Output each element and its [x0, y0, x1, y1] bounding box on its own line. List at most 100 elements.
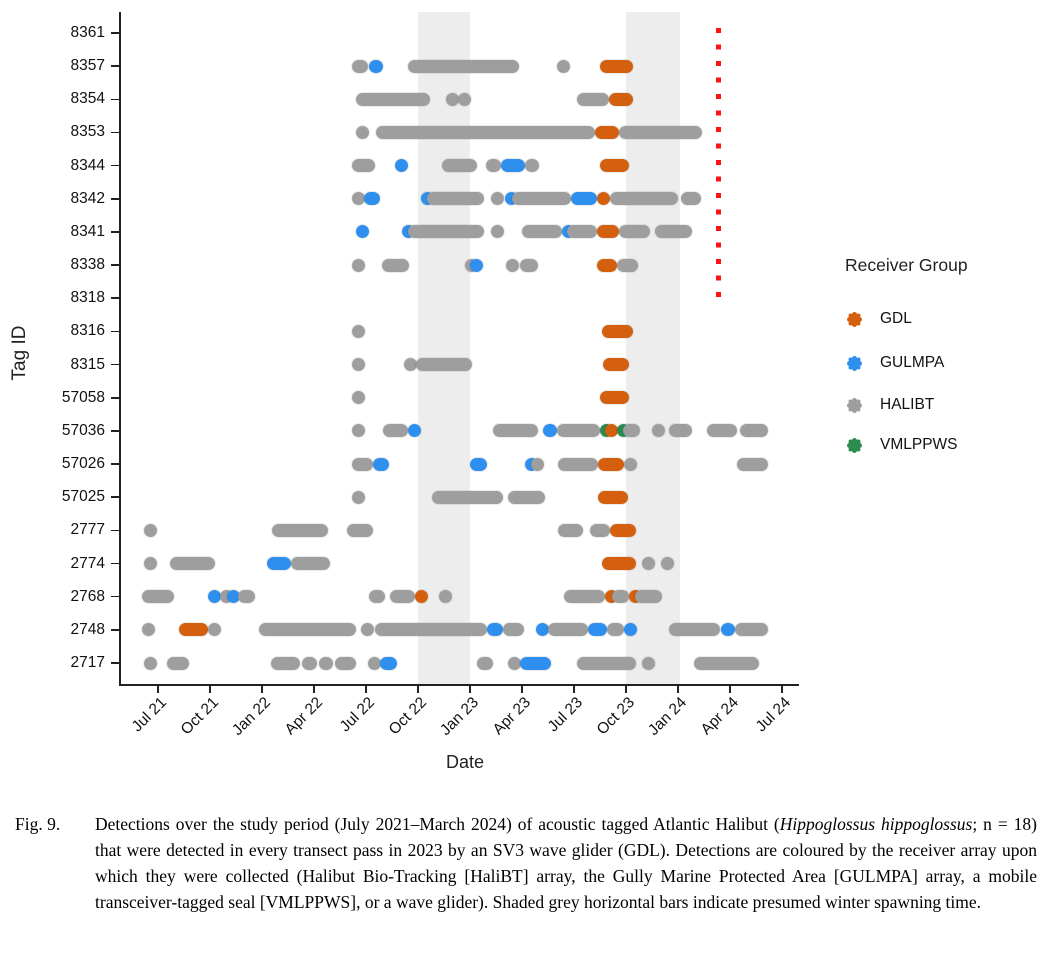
y-tick: [111, 297, 119, 300]
detection-segment-halibt: [617, 258, 639, 272]
detection-segment-halibt: [352, 59, 368, 73]
y-tick-label: 57058: [61, 388, 105, 406]
detection-segment-halibt: [525, 159, 540, 173]
y-tick-label: 8344: [70, 156, 105, 174]
detection-segment-halibt: [352, 159, 375, 173]
x-tick: [573, 686, 575, 693]
caption-text-part1: Detections over the study period (July 2…: [95, 814, 780, 834]
detection-segment-gdl: [600, 59, 633, 73]
x-tick: [781, 686, 783, 693]
x-tick: [521, 686, 523, 693]
detection-segment-halibt: [577, 92, 609, 106]
detection-segment-halibt: [577, 656, 637, 670]
detection-segment-halibt: [272, 523, 328, 537]
detection-segment-gdl: [600, 391, 630, 405]
legend-entry-gdl: GDL: [849, 310, 912, 328]
detection-segment-gdl: [596, 192, 611, 206]
y-tick: [111, 562, 119, 565]
y-tick-label: 2777: [70, 521, 105, 539]
detection-segment-halibt: [457, 92, 471, 106]
caption-label: Fig. 9.: [15, 814, 61, 834]
y-tick-label: 8341: [70, 222, 105, 240]
detection-segment-halibt: [319, 656, 334, 670]
detection-segment-halibt: [416, 358, 472, 372]
y-tick-label: 2717: [70, 654, 105, 671]
gulmpa-marker-icon: [849, 357, 860, 369]
detection-segment-halibt: [556, 59, 570, 73]
y-tick-label: 2768: [70, 587, 105, 605]
y-tick-label: 57036: [61, 421, 105, 439]
x-axis-title: Date: [445, 752, 485, 772]
legend-entry-label: GDL: [880, 310, 912, 327]
x-tick-label: Jan 23: [437, 694, 483, 739]
x-tick-label: Apr 23: [489, 694, 535, 739]
y-tick-label: 8315: [70, 355, 105, 373]
detection-segment-gulmpa: [520, 656, 552, 670]
detection-segment-gulmpa: [372, 457, 389, 471]
detection-segment-gdl: [596, 258, 618, 272]
detection-segment-gulmpa: [624, 623, 638, 637]
detection-segment-halibt: [404, 358, 418, 372]
x-tick-label: Oct 21: [177, 694, 223, 739]
detection-segment-gdl: [594, 125, 620, 139]
y-tick: [111, 463, 119, 465]
detection-segment-halibt: [237, 590, 256, 604]
detection-segment-halibt: [258, 623, 356, 637]
x-tick: [209, 686, 211, 693]
detection-segment-gdl: [598, 490, 628, 504]
detection-segment-halibt: [619, 225, 651, 239]
caption-species-italic: Hippoglossus hippoglossus: [779, 814, 973, 834]
detections-plot: Tag ID 8361 8357 8354 8353 8344 8342 8341 8338 8…: [9, 12, 968, 772]
y-axis-title: Tag ID: [9, 325, 30, 381]
detection-segment-halibt: [740, 424, 769, 438]
gdl-marker-icon: [849, 313, 860, 325]
detection-segment-halibt: [548, 623, 588, 637]
y-tick: [111, 662, 119, 664]
detection-segment-gulmpa: [208, 590, 222, 604]
detection-segment-halibt: [352, 457, 373, 471]
detection-segment-halibt: [606, 623, 625, 637]
detection-segment-halibt: [681, 192, 701, 206]
detection-segment-halibt: [619, 125, 703, 139]
x-tick-label: Jul 24: [752, 694, 795, 736]
detection-segment-halibt: [522, 225, 562, 239]
detection-segment-halibt: [669, 623, 720, 637]
detection-segment-halibt: [352, 324, 366, 338]
detection-segment-halibt: [142, 623, 156, 637]
y-tick-label: 2748: [70, 620, 105, 638]
detection-segment-halibt: [346, 523, 373, 537]
detection-segment-gulmpa: [379, 656, 398, 670]
detection-segment-halibt: [352, 424, 366, 438]
detection-segment-halibt: [352, 358, 366, 372]
detection-segment-gulmpa: [395, 159, 409, 173]
detection-segment-halibt: [558, 523, 583, 537]
x-tick: [469, 686, 471, 693]
x-tick-label: Jan 22: [229, 694, 275, 739]
y-tick-label: 57026: [61, 455, 105, 473]
detection-segment-halibt: [144, 557, 158, 571]
detection-segment-halibt: [624, 457, 638, 471]
y-tick: [111, 430, 119, 432]
x-axis-line: [119, 684, 799, 686]
detection-segment-halibt: [511, 192, 571, 206]
detection-segment-gdl: [596, 225, 620, 239]
detection-segment-halibt: [352, 258, 366, 272]
detection-segment-halibt: [567, 225, 597, 239]
detection-segment-halibt: [693, 656, 760, 670]
legend-title: Receiver Group: [845, 255, 968, 275]
y-tick: [111, 629, 119, 631]
vmlppws-marker-icon: [849, 439, 860, 451]
detection-segment-halibt: [622, 424, 640, 438]
detection-segment-halibt: [655, 225, 692, 239]
detection-segment-halibt: [445, 92, 459, 106]
y-tick-label: 8338: [70, 256, 105, 274]
detection-segment-gulmpa: [407, 424, 421, 438]
detection-segment-gdl: [610, 523, 637, 537]
detection-segment-halibt: [490, 225, 504, 239]
legend-entry-gulmpa: GULMPA: [849, 354, 944, 372]
detection-segment-halibt: [144, 656, 158, 670]
x-tick: [625, 686, 627, 693]
y-tick: [111, 65, 119, 67]
detection-segment-halibt: [707, 424, 737, 438]
detection-segment-halibt: [736, 457, 769, 471]
